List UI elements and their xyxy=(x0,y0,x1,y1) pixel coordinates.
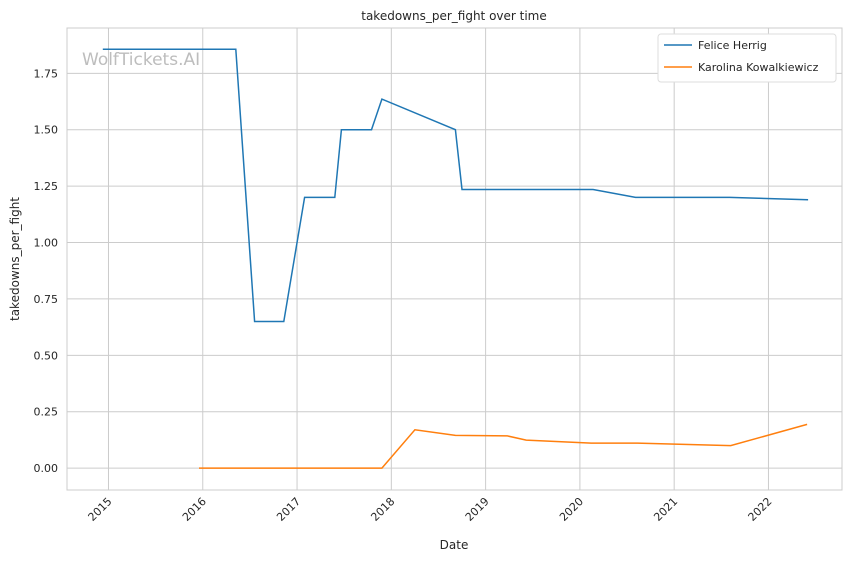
legend: Felice Herrig Karolina Kowalkiewicz xyxy=(657,33,837,83)
y-tick-label: 0.00 xyxy=(34,462,59,475)
legend-label-felice-herrig: Felice Herrig xyxy=(698,39,767,52)
y-tick-label: 1.50 xyxy=(34,124,59,137)
x-axis-label: Date xyxy=(440,538,469,552)
y-tick-label: 0.25 xyxy=(34,406,59,419)
x-tick-label: 2018 xyxy=(368,495,397,524)
series-line-felice-herrig xyxy=(102,48,809,323)
x-tick-label: 2020 xyxy=(557,495,586,524)
chart-title: takedowns_per_fight over time xyxy=(361,9,547,23)
x-tick-label: 2019 xyxy=(463,495,492,524)
y-tick-label: 1.25 xyxy=(34,180,59,193)
y-tick-label: 1.75 xyxy=(34,67,59,80)
legend-label-karolina-kowalkiewicz: Karolina Kowalkiewicz xyxy=(698,61,819,74)
y-tick-label: 0.75 xyxy=(34,293,59,306)
x-tick-label: 2015 xyxy=(86,495,115,524)
x-tick-label: 2016 xyxy=(180,495,209,524)
x-tick-label: 2022 xyxy=(746,495,775,524)
legend-box xyxy=(657,33,837,83)
y-tick-label: 0.50 xyxy=(34,349,59,362)
plot-area-border xyxy=(66,27,843,491)
y-tick-label: 1.00 xyxy=(34,237,59,250)
x-tick-label: 2017 xyxy=(274,495,303,524)
y-axis-label: takedowns_per_fight xyxy=(8,197,22,321)
series-line-karolina-kowalkiewicz xyxy=(199,423,808,469)
x-tick-label: 2021 xyxy=(651,495,680,524)
watermark: WolfTickets.AI xyxy=(82,50,200,70)
